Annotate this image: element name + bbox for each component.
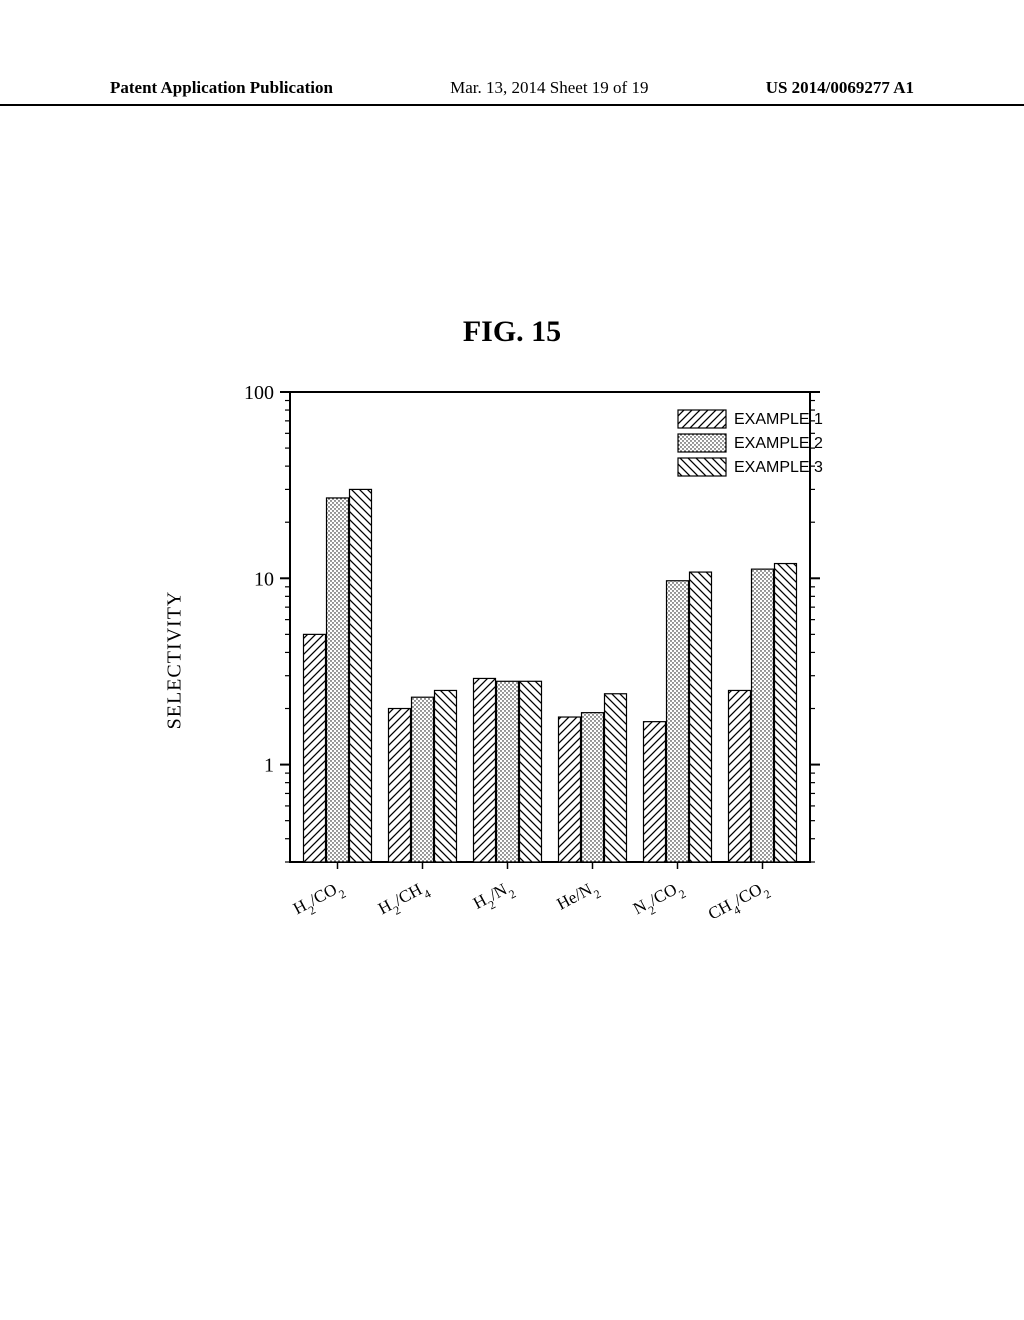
svg-text:EXAMPLE 1: EXAMPLE 1	[734, 411, 823, 428]
header-left: Patent Application Publication	[110, 78, 333, 98]
svg-text:H2/N2: H2/N2	[470, 877, 518, 918]
header-right: US 2014/0069277 A1	[766, 78, 914, 98]
page-header: Patent Application Publication Mar. 13, …	[0, 78, 1024, 106]
svg-text:100: 100	[244, 382, 274, 404]
svg-text:N2/CO2: N2/CO2	[630, 877, 688, 924]
svg-text:H2/CO2: H2/CO2	[290, 877, 348, 924]
figure-title: FIG. 15	[0, 315, 1024, 349]
chart-svg: 1 10 100 H2/CO2 H2/CH4 H2/N2 He/N2 N2/CO2 CH4/CO…	[210, 380, 850, 960]
svg-text:EXAMPLE 2: EXAMPLE 2	[734, 435, 823, 452]
svg-text:H2/CH4: H2/CH4	[375, 877, 433, 924]
y-axis-label: SELECTIVITY	[164, 591, 187, 730]
header-center: Mar. 13, 2014 Sheet 19 of 19	[450, 78, 648, 98]
svg-text:He/N2: He/N2	[554, 877, 604, 919]
svg-text:10: 10	[254, 568, 274, 590]
selectivity-chart: SELECTIVITY 110100H2/CO2H2/CH4H2/N2He/N2…	[210, 380, 830, 940]
svg-text:CH4/CO2: CH4/CO2	[705, 877, 773, 929]
svg-text:1: 1	[264, 755, 274, 777]
svg-text:EXAMPLE 3: EXAMPLE 3	[734, 459, 823, 476]
